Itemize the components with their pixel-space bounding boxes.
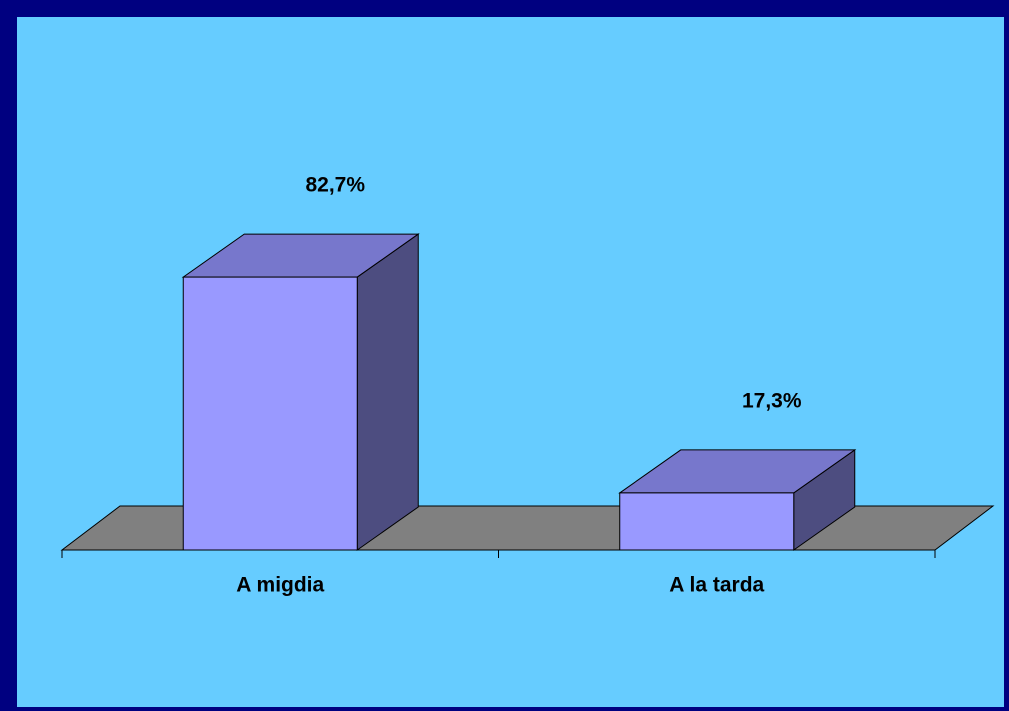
bar-side [356, 233, 419, 551]
bar [182, 276, 358, 551]
category-label: A migdia [236, 574, 324, 597]
plot-background [17, 17, 1004, 707]
value-label: 82,7% [305, 174, 365, 197]
value-label: 17,3% [742, 389, 802, 412]
bar [619, 492, 795, 551]
category-label: A la tarda [669, 574, 764, 597]
